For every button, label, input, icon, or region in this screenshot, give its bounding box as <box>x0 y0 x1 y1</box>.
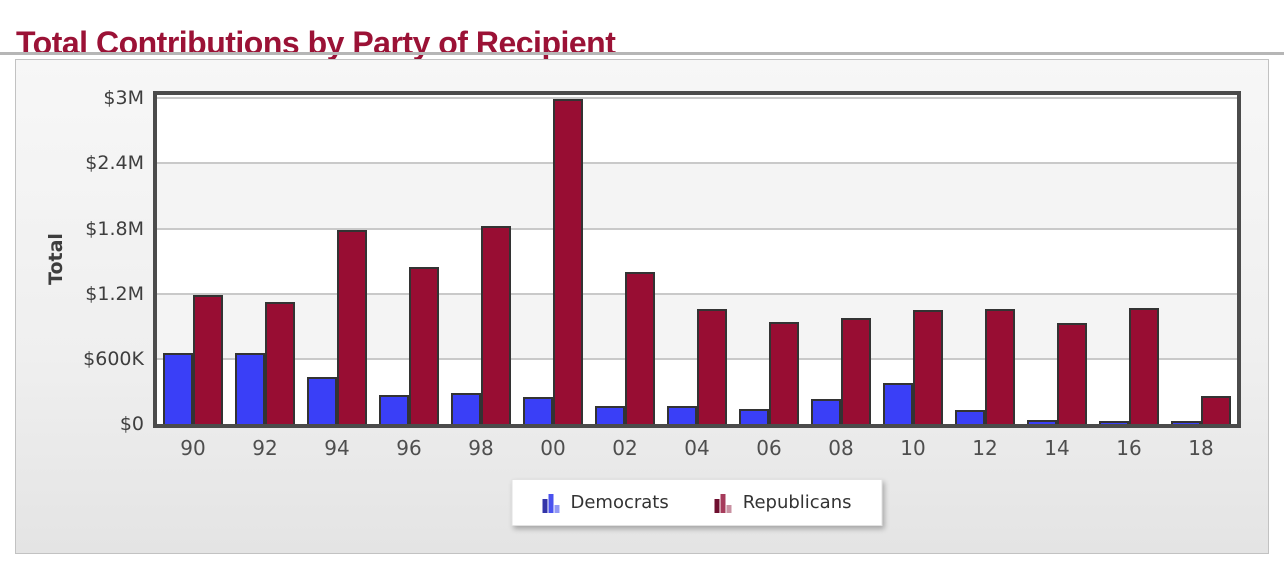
bar-group <box>661 95 733 424</box>
bar-group <box>1165 95 1237 424</box>
x-tick-label: 00 <box>540 436 566 460</box>
bar-group <box>373 95 445 424</box>
legend-bars-icon-republicans <box>714 493 732 513</box>
x-tick-label: 02 <box>612 436 638 460</box>
chart-legend: Democrats Republicans <box>511 479 883 526</box>
y-tick-label: $3M <box>103 87 144 110</box>
bar-group <box>517 95 589 424</box>
x-tick-label: 98 <box>468 436 494 460</box>
title-divider <box>0 52 1284 55</box>
bar-democrats-04 <box>667 406 697 424</box>
bar-group <box>1021 95 1093 424</box>
bar-republicans-14 <box>1057 323 1087 424</box>
legend-icon-bar <box>714 498 720 513</box>
gridline <box>157 162 1237 165</box>
bar-republicans-18 <box>1201 396 1231 424</box>
bar-group <box>805 95 877 424</box>
bar-group <box>445 95 517 424</box>
bar-republicans-00 <box>553 99 583 424</box>
bar-democrats-92 <box>235 353 265 424</box>
bar-group <box>157 95 229 424</box>
y-axis-title: Total <box>45 233 67 285</box>
x-tick-label: 08 <box>828 436 854 460</box>
legend-item-republicans: Republicans <box>714 492 852 513</box>
bar-republicans-96 <box>409 267 439 424</box>
y-tick-label: $0 <box>119 413 144 435</box>
y-tick-label: $2.4M <box>85 152 144 175</box>
x-tick-label: 18 <box>1188 436 1214 460</box>
bar-democrats-14 <box>1027 420 1057 424</box>
bar-group <box>229 95 301 424</box>
bar-democrats-00 <box>523 397 553 424</box>
legend-icon-bar <box>720 493 726 513</box>
bar-republicans-16 <box>1129 308 1159 424</box>
bar-democrats-90 <box>163 353 193 424</box>
gridline <box>157 227 1237 230</box>
x-tick-label: 92 <box>252 436 278 460</box>
legend-icon-bar <box>542 498 548 513</box>
bar-democrats-10 <box>883 383 913 424</box>
plot-band <box>157 163 1237 229</box>
bar-group <box>877 95 949 424</box>
bar-republicans-94 <box>337 230 367 424</box>
bar-group <box>949 95 1021 424</box>
legend-icon-bar <box>726 504 732 513</box>
bar-democrats-06 <box>739 409 769 424</box>
x-tick-label: 90 <box>180 436 206 460</box>
bar-group <box>301 95 373 424</box>
gridline <box>157 292 1237 295</box>
bar-republicans-02 <box>625 272 655 424</box>
bar-group <box>589 95 661 424</box>
x-tick-label: 94 <box>324 436 350 460</box>
y-tick-label: $600K <box>83 347 144 370</box>
legend-item-democrats: Democrats <box>542 492 669 513</box>
bar-republicans-92 <box>265 302 295 424</box>
bar-democrats-12 <box>955 410 985 424</box>
bar-democrats-16 <box>1099 421 1129 424</box>
bar-republicans-90 <box>193 295 223 424</box>
x-tick-label: 06 <box>756 436 782 460</box>
bar-group <box>1093 95 1165 424</box>
bar-republicans-10 <box>913 310 943 424</box>
bar-democrats-98 <box>451 393 481 424</box>
legend-icon-bar <box>554 504 560 513</box>
bar-democrats-18 <box>1171 421 1201 424</box>
bar-republicans-06 <box>769 322 799 424</box>
bar-republicans-98 <box>481 226 511 424</box>
bar-group <box>733 95 805 424</box>
plot-area <box>153 91 1241 428</box>
legend-item-label: Democrats <box>570 492 669 513</box>
x-tick-label: 16 <box>1116 436 1142 460</box>
legend-bars-icon-democrats <box>542 493 560 513</box>
bar-republicans-12 <box>985 309 1015 424</box>
x-tick-label: 12 <box>972 436 998 460</box>
x-tick-label: 96 <box>396 436 422 460</box>
y-tick-label: $1.8M <box>85 217 144 240</box>
legend-icon-bar <box>548 493 554 513</box>
x-tick-label: 04 <box>684 436 710 460</box>
page-title: Total Contributions by Party of Recipien… <box>16 25 616 62</box>
bar-democrats-94 <box>307 377 337 424</box>
chart-container: Total $0 $600K $1.2M $1.8M $2.4M $3M 90 92 94 96… <box>15 59 1269 554</box>
bar-democrats-96 <box>379 395 409 424</box>
y-tick-label: $1.2M <box>85 282 144 305</box>
x-tick-label: 10 <box>900 436 926 460</box>
legend-item-label: Republicans <box>742 492 852 513</box>
bar-republicans-08 <box>841 318 871 424</box>
x-tick-label: 14 <box>1044 436 1070 460</box>
bar-democrats-02 <box>595 406 625 424</box>
bar-republicans-04 <box>697 309 727 424</box>
bar-democrats-08 <box>811 399 841 424</box>
x-axis-ticks: 90 92 94 96 98 00 02 04 06 08 10 12 14 16 18 <box>157 436 1237 460</box>
gridline <box>157 97 1237 100</box>
